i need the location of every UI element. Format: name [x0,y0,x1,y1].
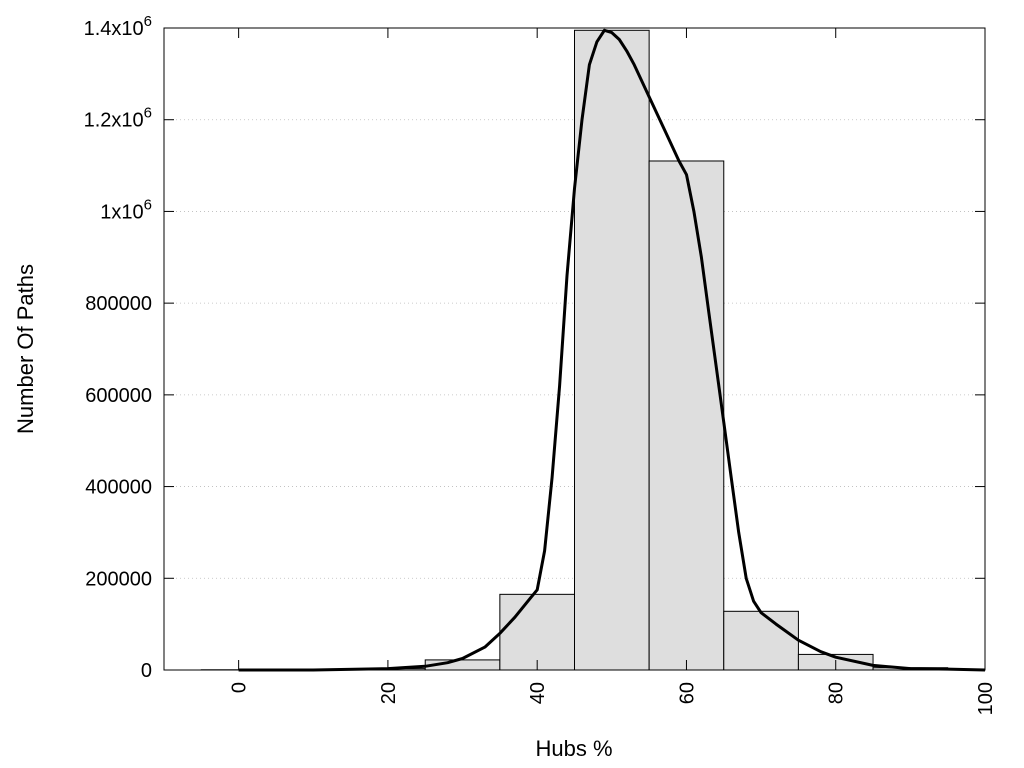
y-tick-label-3: 600000 [85,385,152,407]
y-tick-label-1: 200000 [85,568,152,590]
fit-curve [238,28,986,672]
y-tick-label-0: 0 [141,660,152,682]
x-axis-ticks: 0 20 40 60 80 100 [229,28,997,715]
bar-6 [648,160,725,671]
y-axis-ticks: 0 200000 400000 600000 800000 1x106 1.2x106 1.4… [84,13,985,682]
x-axis-title: Hubs % [535,736,612,761]
x-tick-label-4: 80 [826,682,848,704]
x-tick-label-3: 60 [676,682,698,704]
y-tick-label-6: 1.2x106 [84,105,152,132]
bars [200,29,949,671]
y-axis-title: Number Of Paths [13,264,38,434]
y-tick-label-2: 400000 [85,477,152,499]
y-tick-label-5: 1x106 [100,196,152,223]
fit-curve-line [238,28,986,672]
bar-7 [723,610,799,671]
bar-4 [499,593,576,671]
x-tick-label-5: 100 [975,682,997,715]
bar-5 [574,29,650,671]
x-tick-label-0: 0 [229,682,251,693]
grid-lines [164,119,985,579]
x-tick-label-2: 40 [527,682,549,704]
plot-frame [163,27,986,671]
x-tick-label-1: 20 [378,682,400,704]
y-tick-label-4: 800000 [85,293,152,315]
y-tick-label-7: 1.4x106 [84,13,152,40]
